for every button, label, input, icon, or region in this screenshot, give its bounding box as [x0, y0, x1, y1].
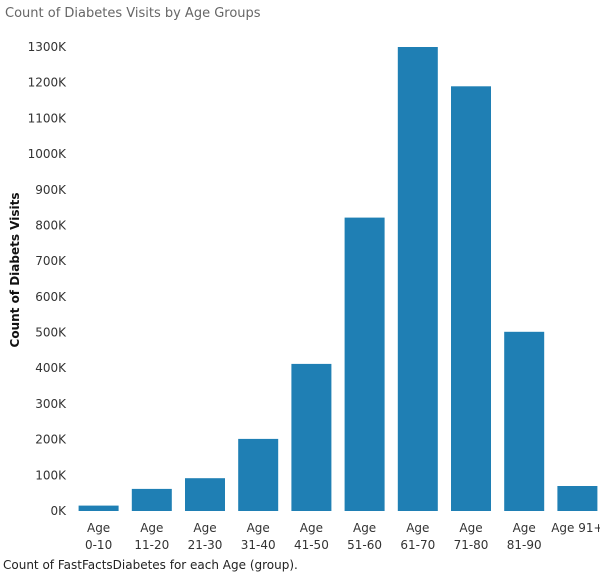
y-axis-label: Count of Diabets Visits [8, 193, 22, 348]
x-tick-label: Age [247, 521, 270, 535]
bar [397, 47, 438, 511]
bar [504, 331, 545, 511]
y-tick-label: 1300K [28, 40, 68, 54]
x-tick-label: Age [300, 521, 323, 535]
y-tick-label: 1200K [28, 76, 68, 90]
x-tick-label: 21-30 [188, 538, 223, 552]
y-tick-label: 900K [35, 183, 67, 197]
y-tick-label: 200K [35, 433, 67, 447]
chart-caption: Count of FastFactsDiabetes for each Age … [3, 558, 298, 572]
x-tick-label: Age [87, 521, 110, 535]
x-tick-label: 51-60 [347, 538, 382, 552]
y-tick-label: 700K [35, 254, 67, 268]
x-tick-label: Age [459, 521, 482, 535]
y-tick-label: 0K [50, 504, 67, 518]
y-tick-label: 800K [35, 218, 67, 232]
x-tick-label: 41-50 [294, 538, 329, 552]
bar [185, 478, 225, 511]
bar [557, 486, 598, 511]
x-tick-label: 11-20 [134, 538, 169, 552]
y-tick-label: 1000K [28, 147, 68, 161]
bar [451, 86, 491, 512]
bar [344, 217, 385, 511]
chart-title: Count of Diabetes Visits by Age Groups [5, 6, 261, 21]
bar [238, 438, 279, 511]
x-tick-label: Age [513, 521, 536, 535]
y-tick-label: 600K [35, 290, 67, 304]
x-tick-label: Age [353, 521, 376, 535]
x-tick-label: Age [193, 521, 216, 535]
x-tick-label: Age [140, 521, 163, 535]
y-tick-label: 400K [35, 361, 67, 375]
x-tick-label: 81-90 [507, 538, 542, 552]
bar [78, 505, 119, 511]
x-tick-label: 0-10 [85, 538, 112, 552]
x-tick-label: Age 91+ [551, 521, 600, 535]
bar [291, 363, 332, 511]
x-tick-label: 61-70 [400, 538, 435, 552]
y-tick-label: 300K [35, 397, 67, 411]
y-tick-label: 1100K [28, 111, 68, 125]
x-tick-label: Age [406, 521, 429, 535]
y-tick-label: 500K [35, 326, 67, 340]
bar [131, 488, 172, 511]
x-tick-label: 71-80 [454, 538, 489, 552]
y-tick-label: 100K [35, 468, 67, 482]
x-tick-label: 31-40 [241, 538, 276, 552]
